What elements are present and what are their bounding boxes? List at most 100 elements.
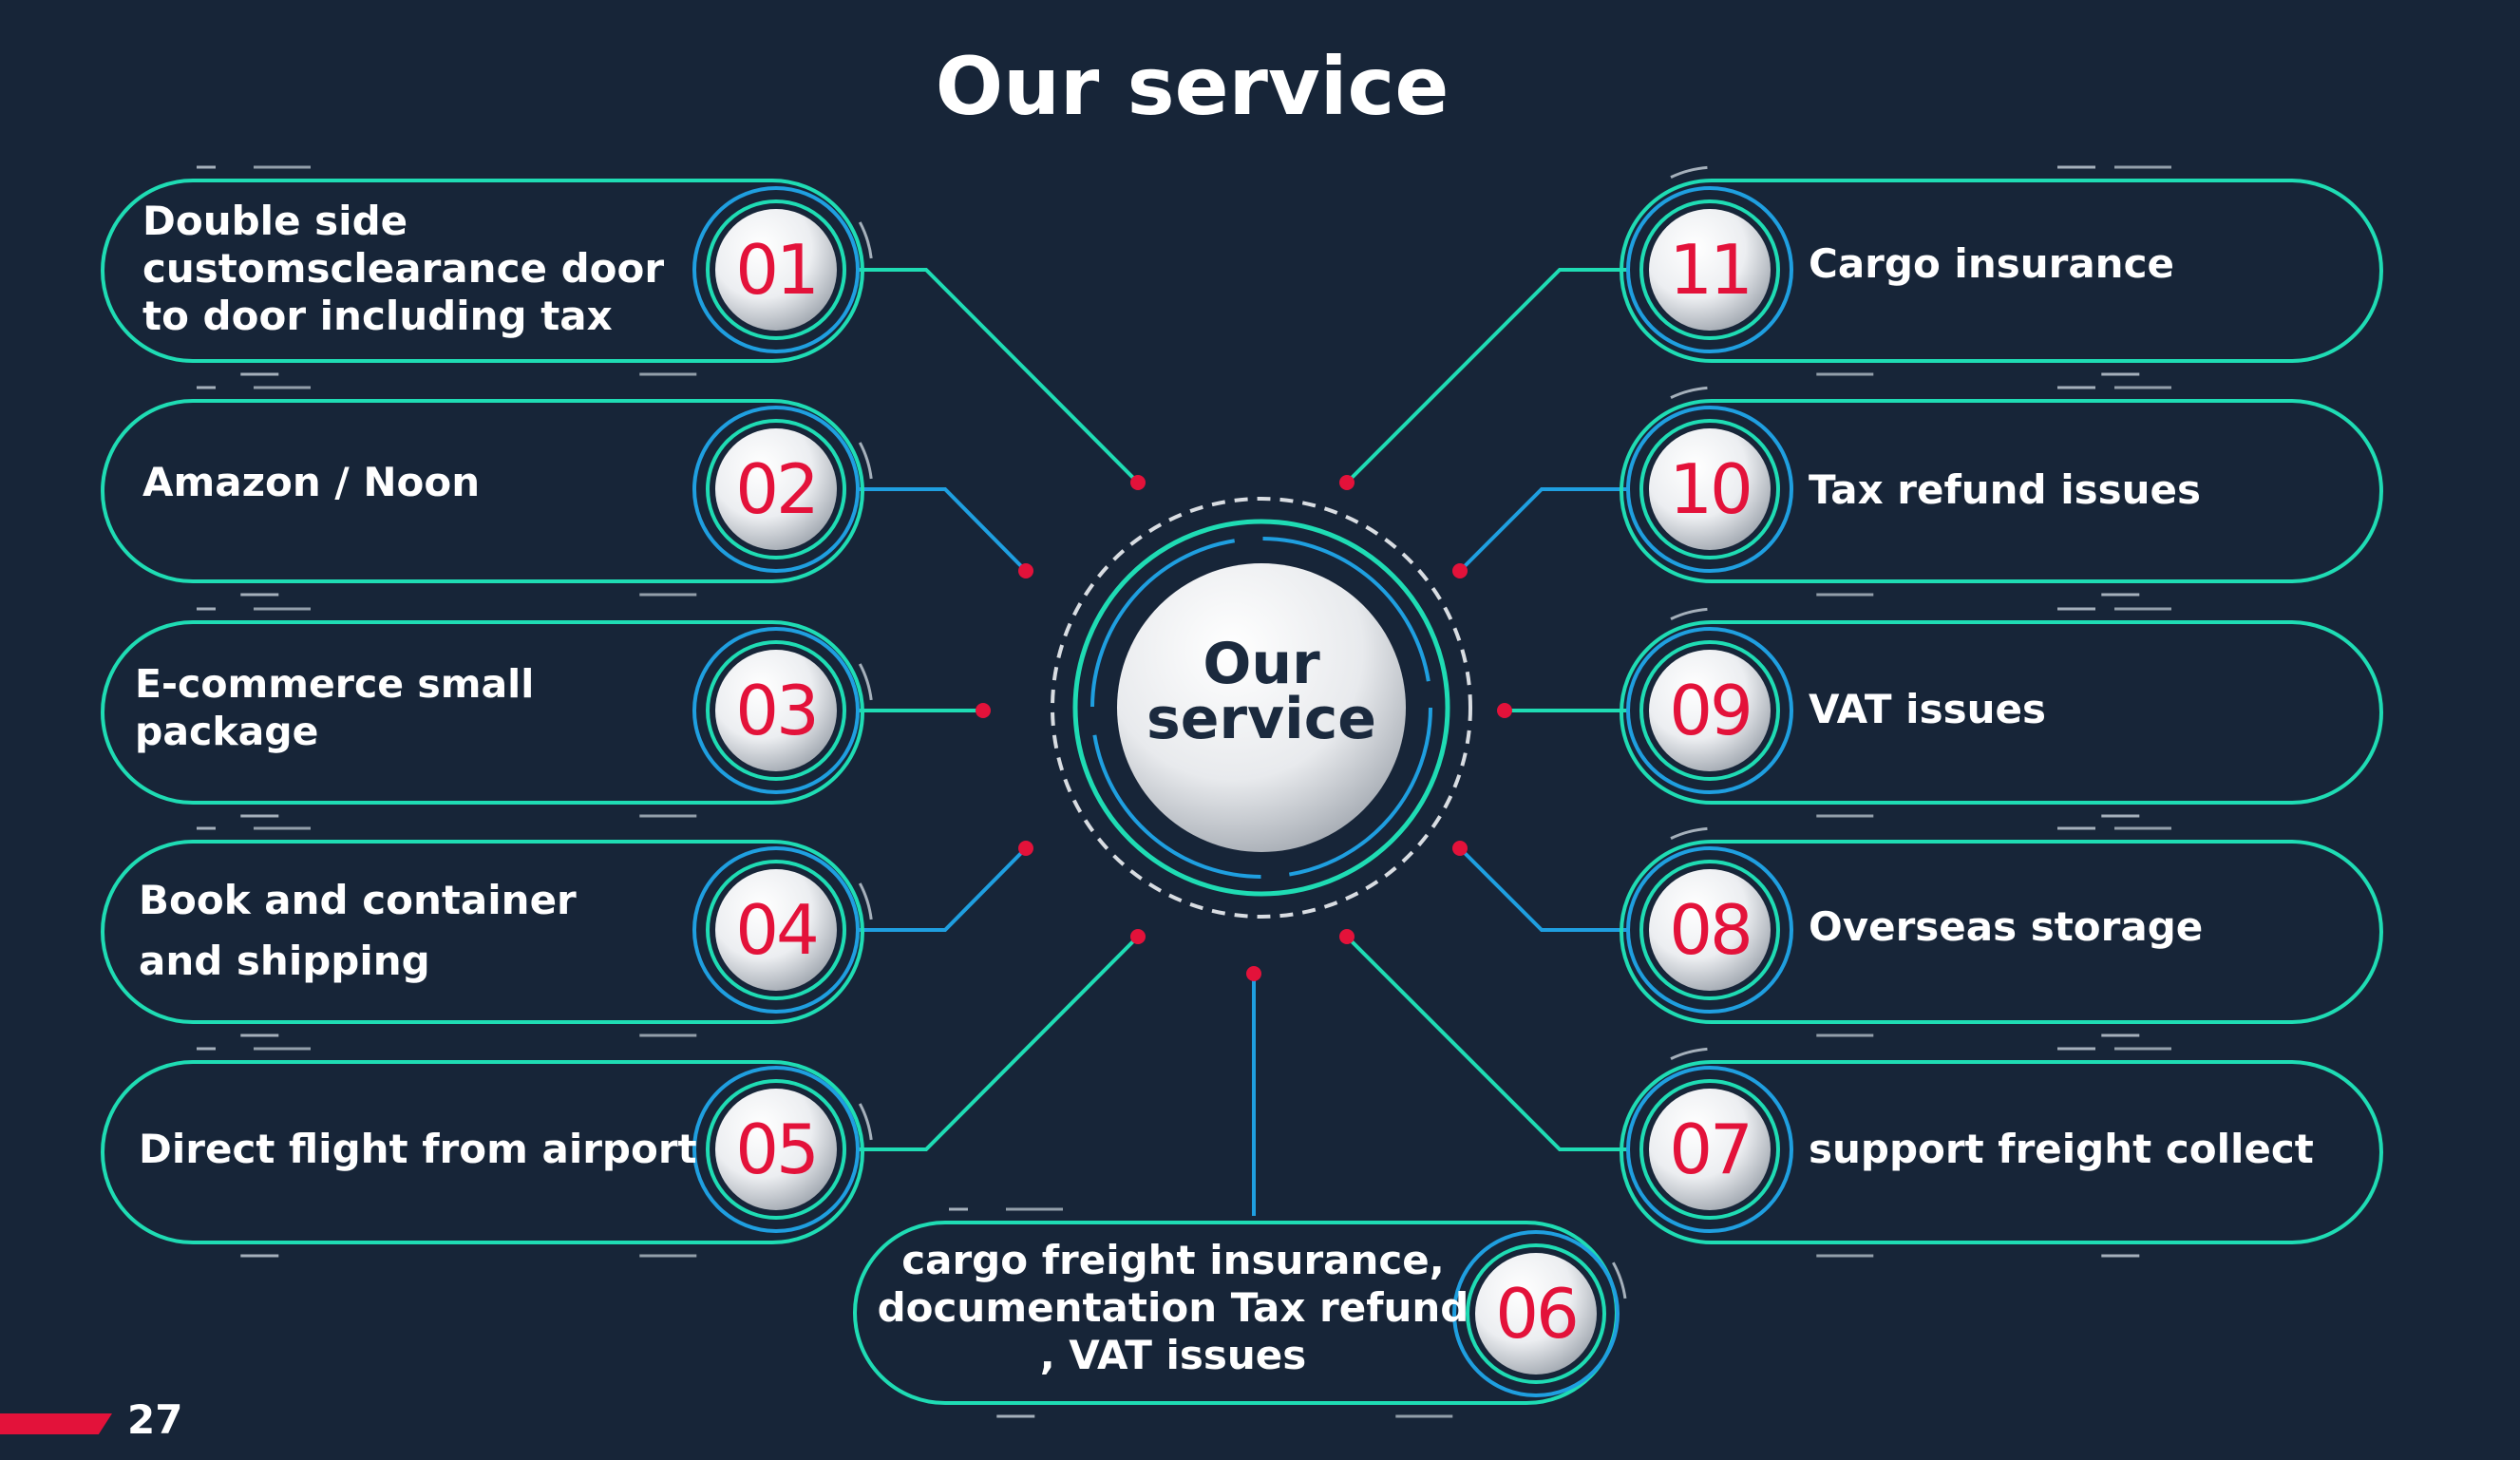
service-number-09: 09 [1669, 671, 1753, 750]
service-label-09: VAT issues [1809, 686, 2046, 732]
connector-dot-06 [1246, 966, 1261, 981]
badge-ring-outer [1626, 406, 1793, 573]
hub-label-line2: service [1146, 686, 1376, 752]
badge-ring-inner [706, 419, 846, 559]
service-pill-03 [91, 607, 874, 818]
badge-ring-inner [706, 1079, 846, 1220]
badge-ring-inner [1466, 1243, 1606, 1384]
badge-ring-inner [1639, 419, 1780, 559]
badge-ring-inner [1639, 640, 1780, 781]
page-title: Our service [935, 40, 1449, 133]
service-label-02: Amazon / Noon [142, 459, 481, 505]
badge-disc [1475, 1253, 1597, 1375]
service-pill-06 [843, 1207, 1628, 1418]
service-pill-04 [91, 826, 874, 1037]
connector-dot-10 [1452, 563, 1468, 578]
badge-ring-outer [692, 627, 860, 794]
connector-line-01 [858, 268, 1140, 484]
badge-ring-outer [692, 1066, 860, 1233]
connector-line-10 [1458, 487, 1629, 573]
service-number-06: 06 [1495, 1274, 1580, 1354]
connector-dot-09 [1497, 703, 1512, 718]
service-pill-02 [91, 386, 874, 597]
service-label-05: Direct flight from airport [139, 1126, 697, 1172]
pill-outline [1620, 620, 2383, 805]
pill-outline [1620, 840, 2383, 1024]
badge-disc [1649, 650, 1771, 771]
badge-ring-inner [1639, 860, 1780, 1000]
badge-ring-inner [706, 199, 846, 340]
badge-ring-outer [692, 186, 860, 353]
connector-dot-08 [1452, 841, 1468, 856]
service-label-03: E-commerce small package [135, 661, 535, 754]
pill-outline [101, 179, 864, 363]
badge-ring-outer [1452, 1230, 1620, 1397]
connector-line-05 [858, 935, 1140, 1151]
badge-ring-inner [706, 640, 846, 781]
service-label-11: Cargo insurance [1809, 240, 2174, 287]
hub-label: Our service [1119, 635, 1404, 752]
connector-line-08 [1458, 846, 1629, 932]
pill-outline [101, 399, 864, 583]
service-number-02: 02 [735, 449, 820, 529]
connector-dot-03 [976, 703, 991, 718]
badge-ring-outer [1626, 846, 1793, 1014]
service-pill-09 [1610, 607, 2393, 818]
connector-line-11 [1345, 268, 1629, 484]
badge-ring-outer [692, 846, 860, 1014]
page-number: 27 [127, 1396, 183, 1443]
service-pill-01 [91, 165, 874, 376]
badge-disc [715, 869, 837, 991]
service-pill-05 [91, 1047, 874, 1258]
page-accent-bar [0, 1413, 112, 1434]
pill-outline [1620, 179, 2383, 363]
badge-ring-inner [1639, 199, 1780, 340]
badge-disc [715, 650, 837, 771]
service-pill-08 [1610, 826, 2393, 1037]
badge-ring-outer [692, 406, 860, 573]
service-pill-11 [1610, 165, 2393, 376]
service-number-01: 01 [735, 230, 820, 310]
badge-disc [715, 428, 837, 550]
badge-ring-inner [706, 860, 846, 1000]
service-label-08: Overseas storage [1809, 903, 2204, 950]
badge-disc [715, 209, 837, 331]
connector-line-07 [1345, 935, 1629, 1151]
badge-ring-inner [1639, 1079, 1780, 1220]
service-number-03: 03 [735, 671, 820, 750]
connector-dot-11 [1339, 475, 1355, 490]
pill-outline [101, 1060, 864, 1244]
connector-dot-07 [1339, 929, 1355, 944]
badge-disc [1649, 209, 1771, 331]
service-number-07: 07 [1669, 1109, 1753, 1189]
pill-outline [1620, 399, 2383, 583]
pill-outline [101, 620, 864, 805]
service-number-10: 10 [1669, 449, 1753, 529]
badge-ring-outer [1626, 1066, 1793, 1233]
connector-line-04 [858, 846, 1028, 932]
connector-dot-02 [1018, 563, 1033, 578]
badge-disc [1649, 428, 1771, 550]
pill-outline [101, 840, 864, 1024]
hub-blue-ring [1090, 537, 1432, 879]
service-pill-10 [1610, 386, 2393, 597]
service-label-04: Book and container and shipping [139, 877, 577, 984]
service-number-04: 04 [735, 890, 820, 970]
connector-dot-05 [1130, 929, 1146, 944]
badge-disc [715, 1089, 837, 1210]
service-pill-07 [1610, 1047, 2393, 1258]
hub-disc [1117, 563, 1406, 852]
service-label-10: Tax refund issues [1809, 466, 2202, 513]
badge-disc [1649, 1089, 1771, 1210]
service-label-01: Double side customsclearance door to doo… [142, 198, 665, 339]
connector-dot-01 [1130, 475, 1146, 490]
service-label-06: cargo freight insurance, documentation T… [877, 1237, 1469, 1378]
connector-line-02 [858, 487, 1028, 573]
pill-outline [1620, 1060, 2383, 1244]
badge-disc [1649, 869, 1771, 991]
service-number-08: 08 [1669, 890, 1753, 970]
service-label-07: support freight collect [1809, 1126, 2314, 1172]
hub-teal-ring [1072, 519, 1450, 897]
